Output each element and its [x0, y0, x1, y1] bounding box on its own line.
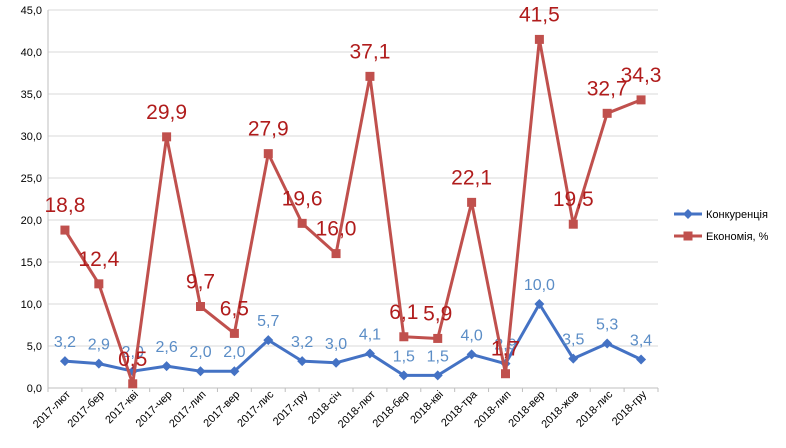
data-point	[229, 328, 239, 338]
data-point	[94, 279, 104, 289]
data-label: 27,9	[248, 118, 289, 141]
data-label: 3,0	[325, 336, 347, 353]
data-label: 5,9	[423, 302, 452, 325]
y-tick-label: 15,0	[21, 257, 42, 269]
data-point	[433, 333, 443, 343]
data-label: 1,7	[491, 338, 520, 361]
y-tick-label: 25,0	[21, 173, 42, 185]
legend-marker	[683, 231, 693, 241]
data-label: 3,2	[54, 334, 76, 351]
data-label: 22,1	[451, 166, 492, 189]
data-point	[59, 356, 70, 367]
y-tick-label: 35,0	[21, 89, 42, 101]
data-point	[399, 332, 409, 342]
data-point	[501, 369, 510, 379]
data-label: 2,0	[189, 344, 211, 361]
data-label: 3,2	[291, 334, 313, 351]
x-tick-label: 2017-лип	[167, 389, 209, 431]
data-point	[229, 366, 240, 377]
data-label: 34,3	[621, 64, 662, 87]
y-tick-label: 45,0	[21, 5, 42, 17]
data-label: 29,9	[146, 101, 187, 124]
data-label: 0,5	[118, 348, 147, 371]
data-label: 5,3	[596, 316, 618, 333]
data-label: 6,1	[389, 301, 418, 324]
legend-label: Економія, %	[706, 231, 769, 243]
data-point	[263, 149, 273, 159]
data-label: 6,5	[220, 297, 249, 320]
x-tick-label: 2017-гру	[271, 388, 311, 428]
data-label: 10,0	[524, 277, 555, 294]
data-label: 41,5	[519, 3, 560, 26]
data-point	[161, 361, 172, 372]
x-tick-label: 2018-лют	[336, 389, 378, 431]
data-label: 16,0	[316, 218, 357, 241]
data-point	[602, 338, 613, 349]
data-label: 2,0	[223, 344, 245, 361]
data-point	[636, 354, 647, 365]
data-point	[365, 71, 375, 81]
data-label: 3,4	[630, 332, 652, 349]
data-point	[466, 349, 477, 360]
data-label: 18,8	[45, 194, 86, 217]
data-point	[331, 357, 342, 368]
x-tick-label: 2017-лис	[235, 388, 277, 430]
data-label: 9,7	[186, 271, 215, 294]
y-tick-label: 40,0	[21, 47, 42, 59]
data-point	[331, 249, 341, 259]
data-point	[364, 348, 375, 359]
data-point	[602, 108, 612, 118]
y-tick-label: 30,0	[21, 131, 42, 143]
x-tick-label: 2018-лип	[472, 389, 514, 431]
data-point	[297, 356, 308, 367]
y-tick-label: 0,0	[27, 383, 42, 395]
series-line-2	[63, 37, 642, 386]
data-label: 2,6	[155, 339, 177, 356]
data-point	[534, 34, 544, 44]
y-tick-label: 20,0	[21, 215, 42, 227]
data-point	[568, 353, 579, 364]
data-point	[196, 302, 205, 312]
legend-marker	[683, 209, 693, 219]
data-label: 2,9	[88, 337, 110, 354]
data-label: 12,4	[78, 248, 119, 271]
data-point	[263, 335, 274, 346]
data-label: 19,6	[282, 187, 323, 210]
series-line-1	[64, 302, 642, 377]
data-label: 3,5	[562, 332, 584, 349]
data-label: 4,0	[460, 327, 482, 344]
data-point	[60, 225, 70, 235]
data-point	[568, 219, 578, 229]
data-point	[128, 379, 138, 389]
y-tick-label: 10,0	[21, 299, 42, 311]
x-tick-label: 2018-гру	[610, 388, 650, 428]
data-point	[398, 370, 409, 381]
x-tick-label: 2018-лис	[574, 388, 616, 430]
x-tick-label: 2018-бер	[371, 389, 412, 430]
data-label: 32,7	[587, 77, 628, 100]
data-label: 19,5	[553, 188, 594, 211]
data-point	[162, 132, 172, 142]
x-tick-label: 2017-бер	[66, 389, 107, 430]
data-point	[534, 299, 545, 309]
data-point	[93, 358, 104, 369]
data-label: 37,1	[350, 40, 391, 63]
y-tick-label: 5,0	[27, 341, 42, 353]
x-tick-label: 2018-жов	[539, 389, 581, 431]
data-label: 1,5	[393, 348, 415, 365]
legend-label: Конкуренція	[706, 209, 768, 221]
data-point	[636, 95, 646, 105]
data-point	[195, 366, 206, 377]
data-label: 5,7	[257, 313, 279, 330]
data-point	[432, 370, 443, 381]
data-point	[467, 197, 477, 207]
data-point	[297, 218, 307, 228]
data-label: 1,5	[427, 348, 449, 365]
data-label: 4,1	[359, 327, 381, 344]
